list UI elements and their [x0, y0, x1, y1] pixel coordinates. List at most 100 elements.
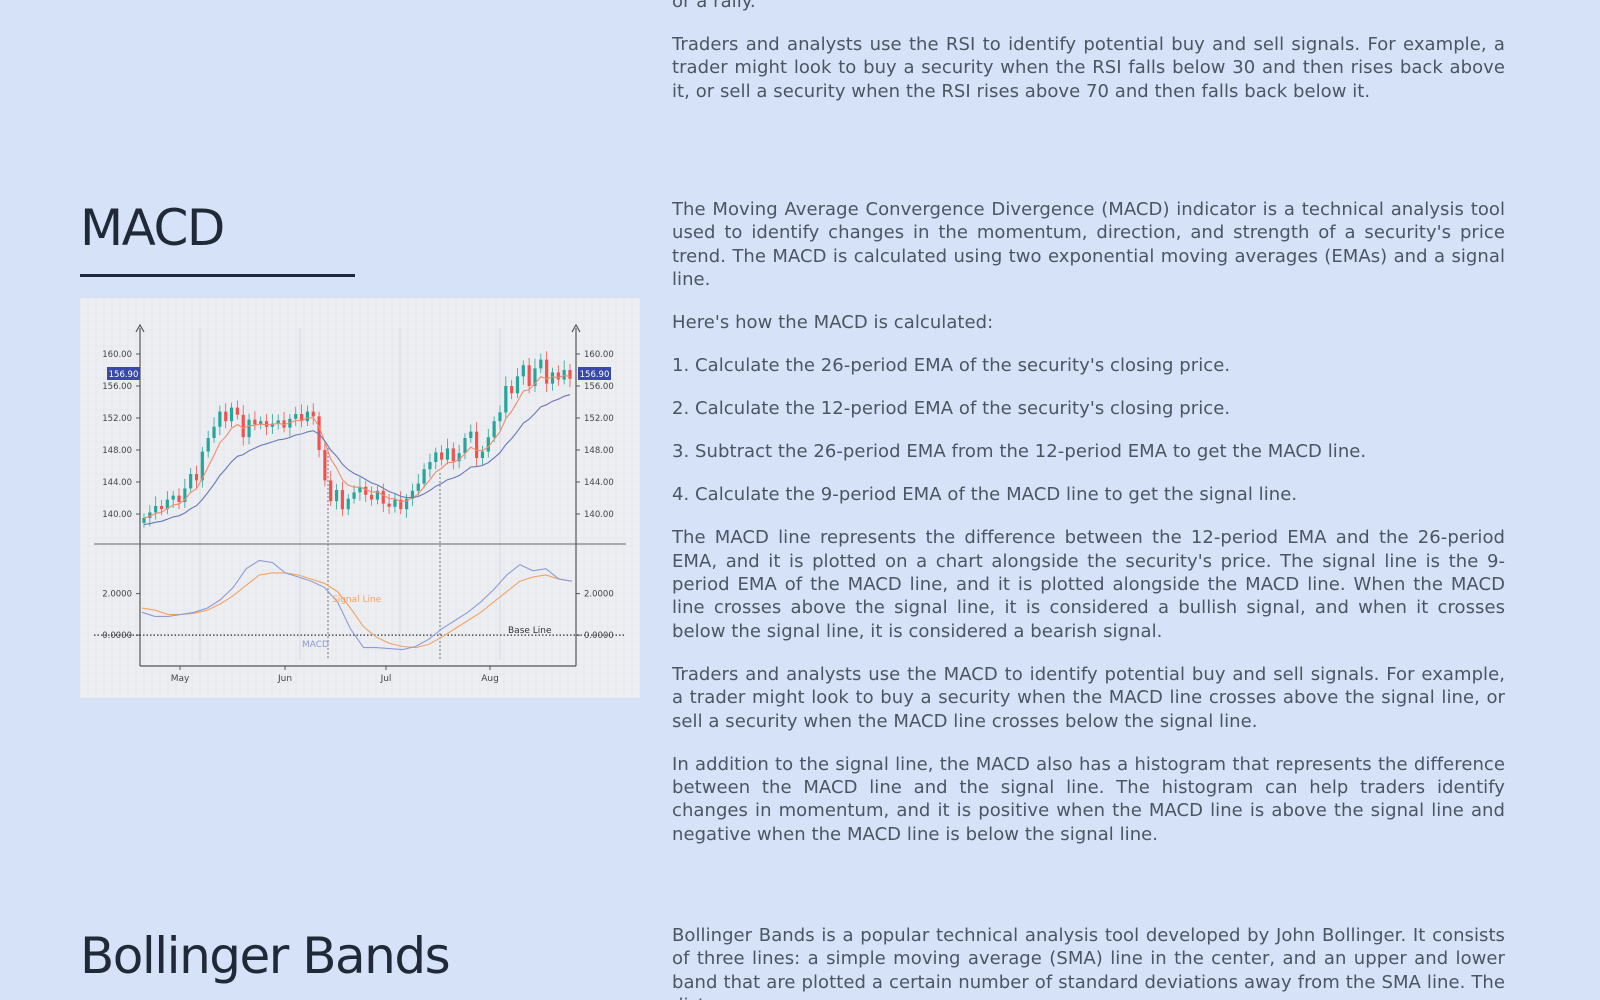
candle — [352, 485, 356, 504]
candle-body — [533, 368, 537, 386]
candle-body — [229, 407, 234, 422]
candle-body — [463, 438, 467, 454]
candle — [224, 403, 228, 429]
candle-body — [235, 407, 239, 415]
candle — [299, 404, 304, 428]
left-axis-arrow — [135, 323, 145, 333]
candle — [212, 417, 216, 443]
candle-body — [340, 490, 345, 510]
candle — [282, 412, 286, 433]
candle-body — [247, 419, 251, 438]
ema-slow-line — [143, 394, 571, 525]
candle — [504, 376, 508, 420]
candle — [183, 478, 187, 508]
candle-body — [475, 431, 479, 458]
signal-line — [141, 572, 573, 649]
macd-chart-image: 160.00 160.00 156.00 156.00 152.00 152.00 148.… — [80, 298, 640, 698]
rsi-section-tail: or a rally. Traders and analysts use the… — [672, 0, 1505, 103]
candle — [469, 424, 473, 443]
candle-body — [177, 495, 181, 502]
price-tick-label-left: 156.00 — [102, 382, 132, 392]
candle — [142, 513, 146, 528]
candle — [241, 405, 245, 446]
candle — [440, 445, 444, 466]
candle — [340, 481, 345, 517]
candle-body — [480, 451, 485, 458]
price-tick-label-left: 148.00 — [102, 446, 132, 456]
last-price-badge-right-text: 156.90 — [580, 370, 610, 380]
candle-body — [282, 420, 286, 428]
last-price-badge-left-text: 156.90 — [109, 370, 139, 380]
bollinger-heading: Bollinger Bands — [80, 927, 451, 985]
candle — [276, 414, 280, 430]
candle — [259, 416, 263, 430]
candle — [375, 486, 380, 505]
candle — [393, 493, 397, 513]
macd-heading: MACD — [80, 199, 225, 257]
candle — [200, 446, 204, 488]
x-tick-label: Jun — [277, 674, 292, 684]
candle — [247, 413, 251, 445]
candle — [562, 360, 566, 385]
candle — [533, 358, 537, 392]
candle-body — [451, 448, 455, 462]
macd-step: 4. Calculate the 9-period EMA of the MAC… — [672, 484, 1298, 506]
candle — [527, 358, 531, 394]
macd-tick-label-right: 0.0000 — [584, 631, 614, 641]
candle-body — [527, 365, 531, 386]
candle — [486, 428, 490, 458]
macd-step: 1. Calculate the 26-period EMA of the se… — [672, 355, 1231, 377]
x-tick-label: May — [171, 674, 190, 684]
candle — [545, 351, 549, 392]
candle — [399, 491, 403, 514]
candle-body — [189, 474, 193, 489]
candle-body — [521, 365, 525, 377]
candle-body — [305, 411, 309, 422]
candle-body — [422, 469, 426, 484]
candle-body — [393, 499, 397, 507]
candle-body — [410, 490, 415, 499]
right-axis-arrow — [571, 323, 581, 333]
macd-step: 3. Subtract the 26-period EMA from the 1… — [672, 441, 1367, 463]
candle-body — [539, 359, 543, 369]
macd-paragraph: The MACD line represents the difference … — [672, 527, 1505, 642]
candle — [364, 480, 368, 502]
candle-body — [399, 499, 403, 510]
candle-body — [294, 414, 298, 419]
candle — [480, 445, 485, 466]
candle — [410, 483, 415, 506]
candle-body — [445, 448, 450, 460]
price-tick-label-right: 140.00 — [584, 510, 614, 520]
last-price-badge-left — [107, 367, 140, 380]
candle-body — [200, 451, 204, 481]
candle-body — [556, 372, 560, 380]
candle-body — [218, 411, 222, 427]
candle — [416, 474, 420, 497]
candle — [492, 416, 496, 442]
candle-body — [369, 494, 374, 500]
candle — [428, 453, 432, 478]
candle-body — [387, 503, 391, 507]
candle — [451, 442, 455, 470]
candle-body — [416, 483, 420, 491]
candle — [445, 438, 450, 465]
price-tick-label-left: 160.00 — [102, 350, 132, 360]
price-tick-label-left: 152.00 — [102, 414, 132, 424]
macd-line — [141, 559, 573, 651]
base-line-label: Base Line — [508, 626, 552, 636]
candle — [305, 405, 309, 426]
macd-paragraph: Traders and analysts use the MACD to ide… — [672, 663, 1505, 732]
candle-body — [253, 419, 257, 425]
macd-line-label: MACD — [302, 640, 329, 650]
price-tick-label-right: 144.00 — [584, 478, 614, 488]
candle — [422, 463, 426, 489]
price-tick-label-left: 144.00 — [102, 478, 132, 488]
candle-body — [492, 421, 496, 438]
candle — [434, 447, 438, 470]
bollinger-text: Bollinger Bands is a popular technical a… — [672, 924, 1505, 1000]
rsi-cut-line: or a rally. — [672, 0, 756, 12]
candle-body — [346, 498, 350, 510]
candle — [329, 470, 333, 506]
candle-body — [364, 486, 368, 495]
